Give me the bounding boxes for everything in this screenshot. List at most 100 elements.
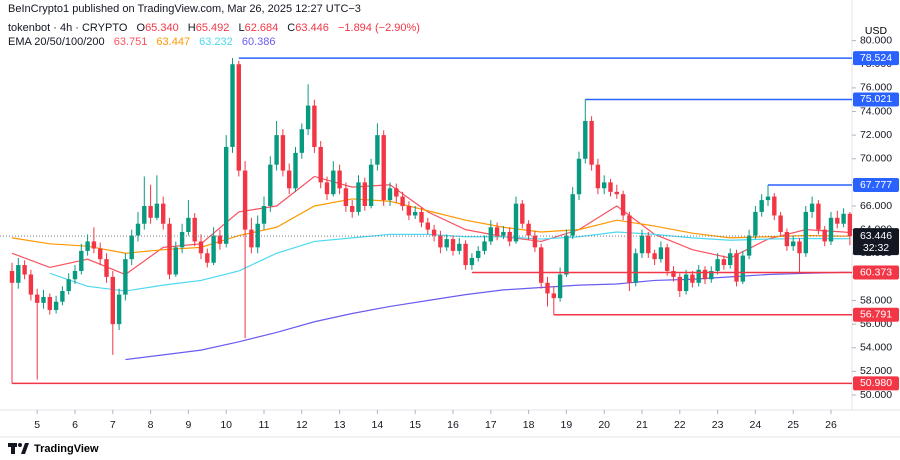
candle-body (261, 206, 267, 224)
y-tick-label: 66.000 (860, 200, 892, 212)
publisher-line: BeInCrypto1 published on TradingView.com… (8, 3, 420, 16)
candle-body (753, 211, 758, 236)
candle-body (280, 135, 286, 171)
level-label-box (853, 307, 899, 322)
candle-body (809, 203, 815, 212)
candle-body (47, 296, 52, 310)
y-tick-label: 76.000 (860, 82, 892, 94)
candle-body (362, 182, 367, 207)
level-label-box (853, 51, 899, 66)
candle-body (318, 146, 323, 183)
candle-body (501, 231, 506, 236)
candle-body (324, 182, 330, 195)
candle-body (72, 270, 78, 280)
candle-body (224, 146, 229, 244)
x-tick-label: 24 (750, 419, 762, 431)
candle-body (255, 223, 260, 248)
candle-body (406, 206, 412, 216)
candle-body (551, 293, 556, 299)
y-tick-label: 50.000 (860, 389, 892, 401)
header: BeInCrypto1 published on TradingView.com… (8, 3, 420, 50)
candle-body (589, 120, 594, 165)
candle-body (148, 206, 153, 218)
candle-body (400, 196, 405, 207)
change: −1.894 (−2.90%) (337, 22, 420, 34)
candle-body (828, 217, 834, 242)
ema-line (125, 271, 850, 361)
x-tick-label: 22 (674, 419, 686, 431)
candle-body (293, 152, 298, 189)
y-tick-label: 80.000 (860, 34, 892, 46)
candle-body (841, 213, 846, 224)
level-label: 78.524 (860, 52, 892, 64)
x-tick-label: 18 (523, 419, 535, 431)
candle-body (192, 217, 197, 242)
candle-body (431, 229, 437, 236)
last-price-box (853, 228, 899, 256)
candle-body (847, 213, 852, 237)
x-tick-label: 12 (296, 419, 308, 431)
candle-body (728, 253, 733, 266)
x-tick-label: 25 (787, 419, 799, 431)
candle-body (797, 241, 802, 254)
candle-body (576, 158, 582, 195)
candle-body (570, 194, 575, 236)
candle-body (129, 235, 134, 260)
candle-body (614, 191, 619, 195)
candle-body (28, 274, 34, 295)
candle-body (696, 269, 701, 283)
candle-body (633, 253, 638, 283)
candle-body (746, 235, 752, 256)
y-tick-label: 54.000 (860, 342, 892, 354)
x-tick-label: 10 (220, 419, 232, 431)
x-tick-label: 19 (561, 419, 573, 431)
candle-body (41, 296, 46, 303)
candle-body (564, 235, 569, 275)
candle-body (135, 223, 141, 236)
x-tick-label: 6 (72, 419, 78, 431)
high-label: H (187, 22, 196, 34)
candle-body (463, 243, 468, 266)
candle-body (665, 247, 670, 271)
candle-body (104, 259, 109, 277)
candle-body (765, 196, 771, 201)
candle-body (305, 105, 311, 130)
level-label: 67.777 (860, 179, 892, 191)
candle-body (387, 188, 393, 201)
candle-body (85, 241, 90, 251)
candle-body (438, 235, 443, 248)
candle-body (677, 276, 682, 292)
candle-body (791, 241, 796, 247)
candle-body (507, 231, 512, 242)
candle-body (350, 206, 355, 212)
candle-body (217, 235, 223, 244)
candle-body (488, 227, 493, 242)
candle-body (98, 248, 103, 260)
candle-body (494, 227, 500, 236)
level-label-box (853, 376, 899, 391)
candle-body (343, 188, 349, 207)
candle-body (778, 215, 783, 232)
x-tick-label: 9 (185, 419, 191, 431)
x-tick-label: 26 (825, 419, 837, 431)
ema-value: 63.232 (199, 36, 233, 48)
candle-body (205, 253, 210, 263)
candle-body (167, 223, 172, 275)
candle-body (683, 274, 689, 292)
candle-body (35, 294, 40, 303)
candle-body (230, 64, 235, 147)
level-label-box (853, 265, 899, 280)
ema-line (11, 198, 850, 254)
candle-body (557, 274, 563, 299)
candle-body (79, 250, 84, 271)
candle-body (545, 282, 550, 294)
logo-part (21, 443, 29, 454)
y-tick-label: 72.000 (860, 129, 892, 141)
brand-logo (8, 443, 29, 454)
level-label: 50.980 (860, 377, 892, 389)
candle-body (375, 135, 380, 165)
countdown: 32:32 (863, 242, 889, 254)
candle-body (627, 215, 632, 283)
x-tick-label: 11 (259, 419, 270, 431)
